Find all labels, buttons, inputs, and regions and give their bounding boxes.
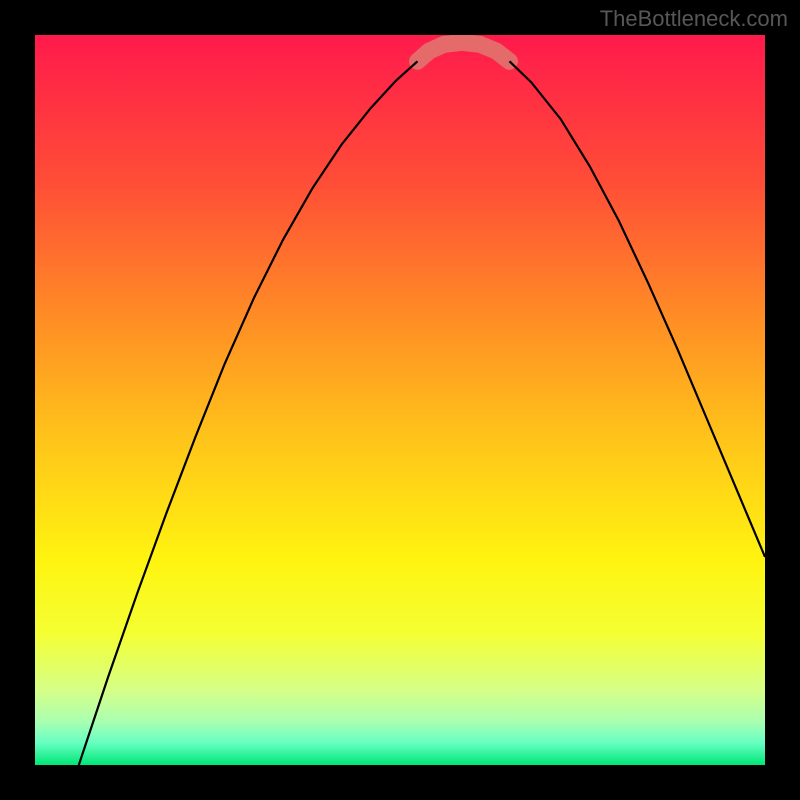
chart-frame: TheBottleneck.com (0, 0, 800, 800)
bottleneck-curve-chart (35, 35, 765, 765)
plot-area (35, 35, 765, 765)
watermark-text: TheBottleneck.com (600, 6, 788, 32)
gradient-background (35, 35, 765, 765)
